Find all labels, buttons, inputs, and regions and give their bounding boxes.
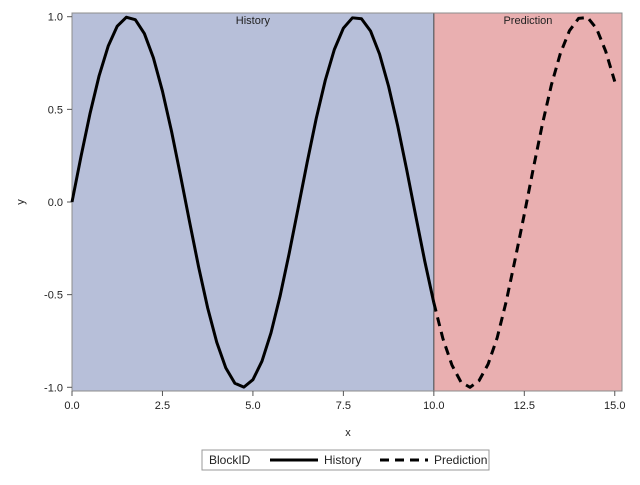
legend-label-history: History [324,453,361,467]
y-tick-label: 1.0 [48,12,63,24]
y-tick-label: 0.0 [48,197,63,209]
y-axis-label: y [15,199,27,205]
y-tick-label: -1.0 [44,382,63,394]
x-tick-label: 12.5 [514,400,535,412]
series-line-history [70,15,436,389]
legend-title: BlockID [209,453,251,467]
y-tick-label: -0.5 [44,290,63,302]
block-label-prediction: Prediction [503,15,552,27]
y-tick-label: 0.5 [48,104,63,116]
x-tick-label: 15.0 [604,400,625,412]
x-tick-label: 10.0 [423,400,444,412]
x-tick-label: 5.0 [245,400,260,412]
x-axis-label: x [345,427,351,439]
x-tick-label: 7.5 [336,400,351,412]
legend-label-prediction: Prediction [434,453,487,467]
legend-box [201,449,490,471]
x-tick-label: 0.0 [64,400,79,412]
x-tick-label: 2.5 [155,400,170,412]
block-label-history: History [236,15,271,27]
block-region-history [72,13,434,391]
